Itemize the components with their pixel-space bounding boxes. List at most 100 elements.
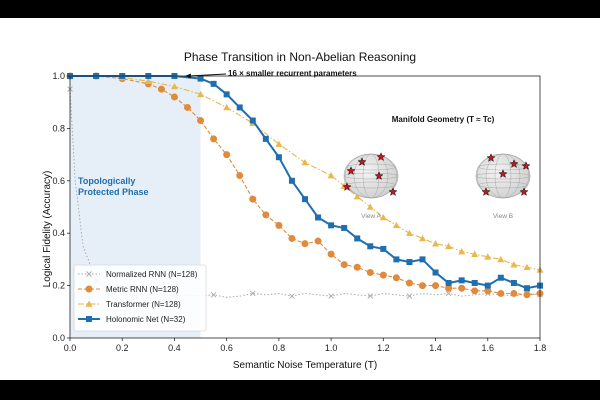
data-point <box>393 256 400 263</box>
data-point <box>523 263 531 271</box>
legend-marker <box>86 316 92 322</box>
data-point <box>432 282 440 290</box>
data-point <box>262 135 269 142</box>
data-point <box>327 250 335 258</box>
manifold-view-b <box>475 153 531 199</box>
data-point <box>275 154 282 161</box>
legend-label: Transformer (N=128) <box>106 300 181 309</box>
data-point <box>249 290 256 297</box>
legend-marker <box>85 285 93 293</box>
data-point <box>458 284 466 292</box>
data-point <box>249 195 257 203</box>
data-point <box>328 293 334 299</box>
x-axis-label: Semantic Noise Temperature (T) <box>233 360 377 371</box>
data-point <box>210 80 217 87</box>
sphere-grid-line <box>344 153 398 199</box>
data-point <box>380 245 387 252</box>
x-tick-label: 0.2 <box>116 343 129 353</box>
data-point <box>497 255 505 263</box>
star-marker <box>357 157 367 166</box>
data-point <box>458 277 465 284</box>
data-point <box>157 85 165 93</box>
protected-phase-label-line2: Protected Phase <box>78 187 149 197</box>
data-point <box>379 271 387 279</box>
data-point <box>406 259 413 266</box>
data-point <box>223 151 231 159</box>
data-point <box>366 269 374 276</box>
y-axis-label: Logical Fidelity (Accuracy) <box>42 171 53 288</box>
data-point <box>379 213 387 221</box>
legend-label: Metric RNN (N=128) <box>106 285 179 294</box>
x-tick-label: 1.8 <box>534 343 547 353</box>
data-point <box>367 293 374 299</box>
sphere-grid-line <box>478 181 528 189</box>
data-point <box>432 240 440 247</box>
chart-title: Phase Transition in Non-Abelian Reasonin… <box>184 50 416 64</box>
data-point <box>302 196 308 203</box>
data-point <box>471 279 478 286</box>
annotation-arrow <box>188 73 227 77</box>
data-point <box>288 177 295 184</box>
x-tick-label: 1.6 <box>482 343 495 353</box>
data-point <box>223 91 230 98</box>
data-point <box>223 103 231 111</box>
data-point <box>405 229 413 236</box>
data-point <box>510 261 518 268</box>
legend-marker <box>85 300 93 307</box>
data-point <box>184 103 191 111</box>
legend-label: Normalized RNN (N=128) <box>106 270 198 279</box>
data-point <box>445 279 452 286</box>
data-point <box>497 274 504 281</box>
y-tick-label: 0.0 <box>52 333 65 343</box>
x-tick-label: 1.4 <box>429 343 442 353</box>
view-b-label: View B <box>493 213 513 220</box>
legend-marker <box>86 271 92 277</box>
data-point <box>419 256 426 263</box>
x-tick-label: 1.2 <box>377 343 390 353</box>
chart-svg: 0.0 0.2 0.4 0.6 0.8 1.0 1.2 1.4 1.6 1.8 0.0 0.2 0.4 0… <box>42 50 547 371</box>
inset-title: Manifold Geometry (T ≈ Tc) <box>392 115 495 124</box>
data-point <box>210 291 217 298</box>
data-point <box>484 253 492 260</box>
star-marker <box>342 182 352 191</box>
legend-entry-1: Metric RNN (N=128) <box>78 285 179 294</box>
star-marker <box>376 152 386 161</box>
series-line <box>70 75 541 296</box>
data-point <box>353 193 361 200</box>
data-point <box>197 75 204 82</box>
parameter-annotation: 16 × smaller recurrent parameters <box>228 69 357 78</box>
data-point <box>367 243 374 250</box>
view-a-label: View A <box>361 213 381 220</box>
data-point <box>315 214 322 221</box>
data-point <box>406 293 413 299</box>
data-point <box>327 172 335 179</box>
data-point <box>144 77 152 85</box>
legend-label: Holonomic Net (N=32) <box>106 315 186 324</box>
data-point <box>210 135 218 143</box>
sphere-grid-line <box>476 153 530 199</box>
data-point <box>301 158 309 166</box>
data-point <box>236 104 243 111</box>
data-point <box>197 117 205 125</box>
x-tick-label: 1.0 <box>325 343 338 353</box>
data-point <box>340 261 348 269</box>
data-point <box>262 211 270 219</box>
data-point <box>484 282 491 289</box>
data-point <box>354 235 361 242</box>
data-point <box>353 263 361 271</box>
star-marker <box>519 187 529 196</box>
x-tick-label: 0.6 <box>220 343 233 353</box>
data-point <box>523 285 530 292</box>
data-point <box>419 282 426 290</box>
data-point <box>497 289 505 297</box>
data-point <box>445 242 453 250</box>
star-marker <box>374 171 384 180</box>
data-point <box>471 287 479 295</box>
data-point <box>275 140 283 147</box>
data-point <box>301 240 309 248</box>
star-marker <box>346 166 356 175</box>
legend-box <box>73 264 207 332</box>
legend-entry-0: Normalized RNN (N=128) <box>78 270 198 279</box>
data-point <box>458 248 466 255</box>
annotation-arrowhead <box>184 73 191 79</box>
